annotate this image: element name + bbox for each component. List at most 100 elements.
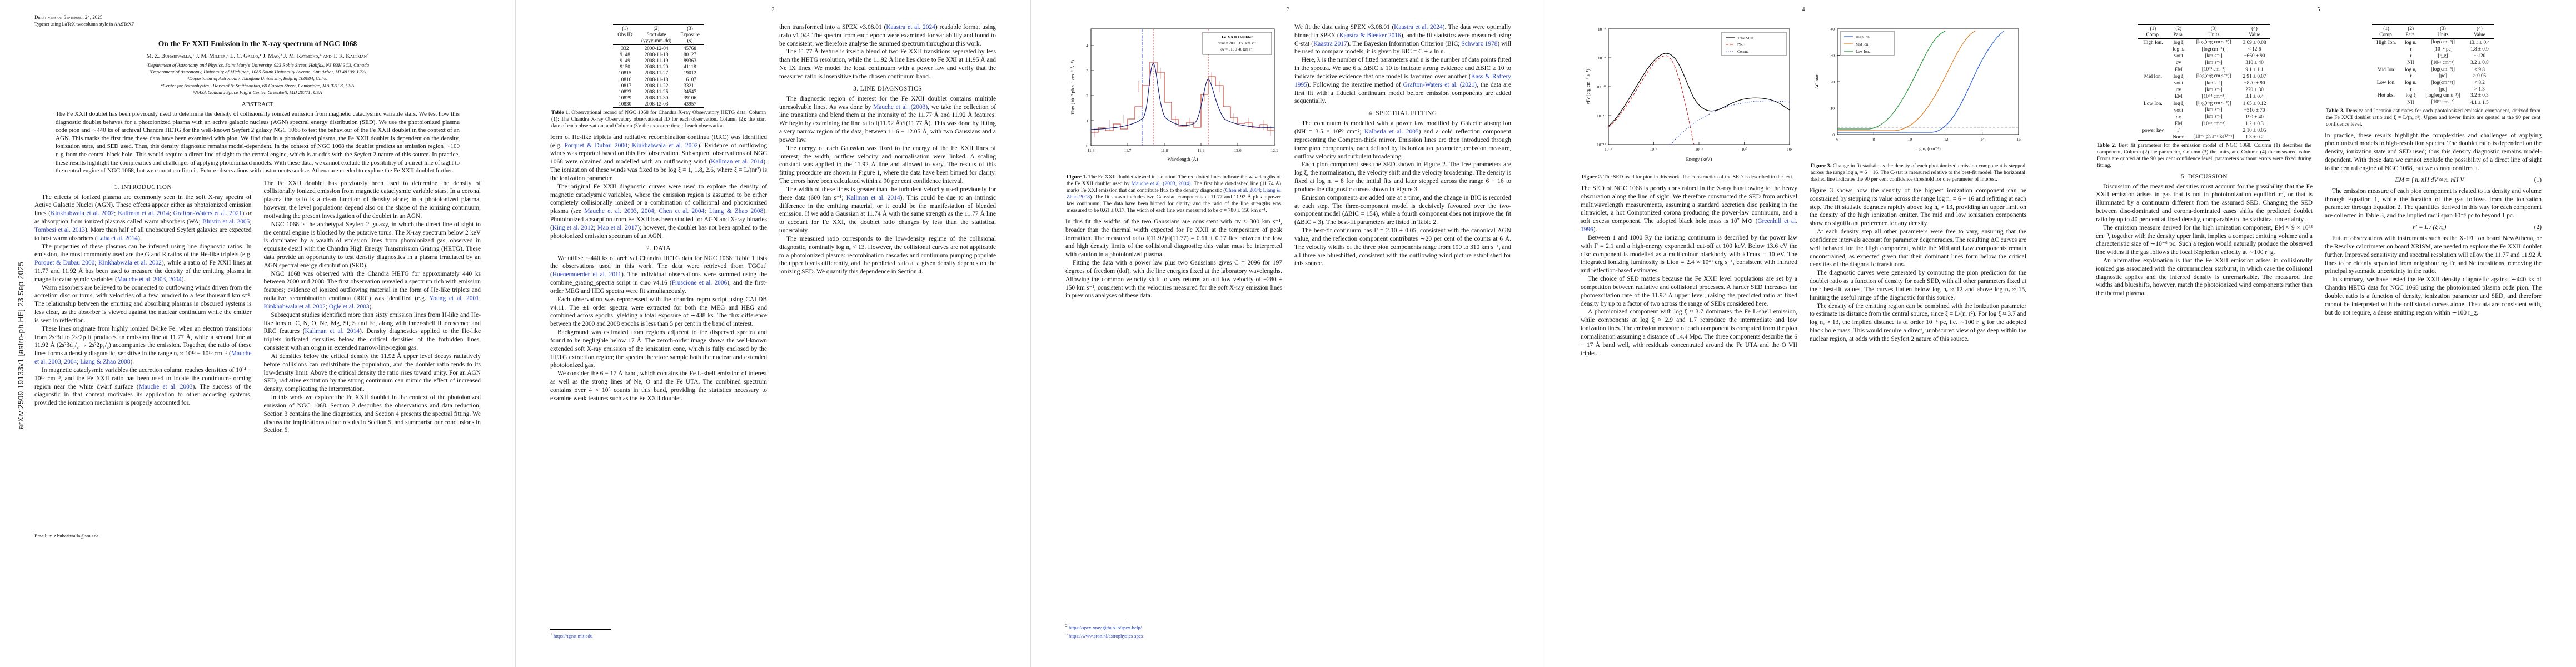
citation-link[interactable]: Porquet & Dubau 2000 xyxy=(34,260,95,267)
table-cell: 190 ± 40 xyxy=(2245,113,2264,120)
table-cell: [log(cm⁻³)] xyxy=(2431,39,2455,45)
citation-link[interactable]: Kallman et al. 2014 xyxy=(118,210,170,217)
citation-link[interactable]: Fruscione et al. 2006 xyxy=(671,280,728,287)
citation-link[interactable]: Kaastra et al. 2024 xyxy=(1394,24,1443,31)
citation-link[interactable]: Kallman et al. 2014 xyxy=(846,194,900,201)
page5-column-right: (1) (2) (3) (4) Comp. Para. Units Value High Io… xyxy=(2325,23,2542,639)
table-cell: σv xyxy=(2176,87,2181,93)
citation-link[interactable]: Kinkhabwala et al. 2002 xyxy=(98,260,162,267)
paragraph: The 11.77 Å feature is itself a blend of… xyxy=(779,48,996,80)
svg-text:12.1: 12.1 xyxy=(1270,148,1278,153)
citation-link[interactable]: Kinkhabwala et al. 2002 xyxy=(263,303,326,310)
table-row: r [pc] > 1.3 xyxy=(2372,86,2494,92)
total-sed-curve xyxy=(1608,53,1790,127)
citation-link[interactable]: Porquet & Dubau 2000 xyxy=(564,142,627,149)
citation-link[interactable]: Mauche et al. 2003 xyxy=(117,276,166,283)
svg-text:0: 0 xyxy=(1832,132,1835,137)
citation-link[interactable]: Tombesi et al. 2013 xyxy=(34,226,85,233)
affiliation-list: ¹Department of Astronomy and Physics, Sa… xyxy=(34,62,481,96)
table-cell: 9148 xyxy=(620,51,630,57)
table-cell: 39106 xyxy=(683,95,696,101)
affiliation: ¹Department of Astronomy and Physics, Sa… xyxy=(146,62,369,68)
citation-link[interactable]: Liang & Zhao 2008 xyxy=(1067,187,1281,200)
citation-link[interactable]: Grafton-Waters et al. (2021) xyxy=(1403,81,1477,88)
table-cell: 41118 xyxy=(684,64,696,70)
svg-text:40: 40 xyxy=(1830,27,1835,32)
svg-text:Total SED: Total SED xyxy=(1737,37,1753,41)
citation-link[interactable]: Kaastra 2017 xyxy=(1313,40,1347,47)
table-cell: Γ xyxy=(2177,127,2180,133)
citation-link[interactable]: Young et al. 2001 xyxy=(429,295,479,302)
citation-link[interactable]: Kallman et al. 2014 xyxy=(305,328,360,335)
table-cell: 2008-11-20 xyxy=(644,64,669,70)
citation-link[interactable]: 2004 xyxy=(64,359,77,366)
table-row: EM [10⁶⁴ cm⁻³] 3.1 ± 0.4 xyxy=(2138,93,2271,99)
x-tick-labels: 11.6 11.7 11.8 11.9 12.0 12.1 xyxy=(1087,148,1278,153)
table-row: r [pc] > 0.05 xyxy=(2372,73,2494,79)
title-page-footnote: Email: m.z.buhariwalla@smu.ca xyxy=(34,527,252,540)
citation-link[interactable]: Huenemoerder et al. 2011 xyxy=(552,271,622,278)
table-cell: 19012 xyxy=(683,70,696,76)
svg-text:6: 6 xyxy=(1836,137,1838,142)
paragraph: NGC 1068 is the archetypal Seyfert 2 gal… xyxy=(263,221,481,269)
paragraph: Future observations with instruments suc… xyxy=(2325,235,2542,275)
page1-column-left: 1. INTRODUCTION The effects of ionized pl… xyxy=(34,180,252,540)
table-cell: Hot abs. xyxy=(2378,92,2395,98)
citation-link[interactable]: Schwarz 1978 xyxy=(1461,40,1498,47)
citation-link[interactable]: Mauche et al. 2003 xyxy=(34,350,252,366)
citation-link[interactable]: Mauche et al. (2003, 2004) xyxy=(1131,180,1191,187)
citation-link[interactable]: Kallman et al. 2014 xyxy=(711,158,764,166)
citation-link[interactable]: Kalberla et al. 2005 xyxy=(1364,128,1419,136)
citation-link[interactable]: Chen et al. 2004 xyxy=(1225,187,1260,193)
table-row: 10817 2008-11-22 33211 xyxy=(613,82,704,88)
table-cell: (4) xyxy=(2251,25,2258,31)
citation-link[interactable]: Kaastra et al. 2024 xyxy=(886,24,935,31)
citation-link[interactable]: Ogle et al. 2003 xyxy=(328,303,370,310)
citation-link[interactable]: Mao et al. 2017 xyxy=(597,224,638,231)
y-axis-label: ΔC-stat xyxy=(1814,74,1820,89)
citation-link[interactable]: Blustin et al. 2005 xyxy=(202,218,250,226)
table-cell xyxy=(2372,52,2400,59)
citation-link[interactable]: Kinkhabwala et al. 2002 xyxy=(632,142,698,149)
citation-link[interactable]: Mauche et al. 2003 xyxy=(138,383,193,390)
paragraph: The continuum is modelled with a power l… xyxy=(1294,120,1511,160)
table-cell xyxy=(2372,59,2400,66)
citation-link[interactable]: Liang & Zhao 2008 xyxy=(80,359,131,366)
citation-link[interactable]: Chen et al. 2004 xyxy=(659,208,705,215)
footnote-link[interactable]: 3 https://www.sron.nl/astrophysics-spex xyxy=(1065,631,1144,639)
citation-link[interactable]: Kinkhabwala et al. 2002 xyxy=(51,210,114,217)
citation-link[interactable]: Kaastra & Bleeker 2016 xyxy=(1339,32,1401,39)
svg-text:σv = 310 ± 40 km s⁻¹: σv = 310 ± 40 km s⁻¹ xyxy=(1220,48,1254,52)
table-cell xyxy=(2372,86,2400,92)
table-cell: EM xyxy=(2174,66,2183,72)
table-cell: [km s⁻¹] xyxy=(2205,86,2223,92)
citation-link[interactable]: 2004 xyxy=(168,276,182,283)
table-cell: Mid Ion. xyxy=(2377,66,2395,72)
table-cell: [log(erg cm s⁻¹)] xyxy=(2196,73,2231,79)
citation-link[interactable]: Liang & Zhao 2008 xyxy=(709,208,764,215)
affiliation: ⁵NASA Goddard Space Flight Center, Green… xyxy=(193,89,322,96)
y-tick-labels: 0 1 2 3 4 xyxy=(1086,43,1088,148)
table-cell: Norm xyxy=(2173,133,2185,140)
citation-link[interactable]: Mauche et al. (2003) xyxy=(873,103,928,111)
footnote-link[interactable]: 1 https://tgcat.mit.edu xyxy=(550,631,593,639)
citation-link[interactable]: Grafton-Waters et al. 2021 xyxy=(173,210,242,217)
citation-link[interactable]: King et al. 2012 xyxy=(552,224,594,231)
table-row: (yyyy-mm-dd) (s) xyxy=(613,37,704,45)
table-cell: vout xyxy=(2174,80,2183,86)
citation-link[interactable]: Greenhill et al. 1996 xyxy=(1581,218,1797,233)
arxiv-stamp: arXiv:2509.19133v1 [astro-ph.HE] 23 Sep … xyxy=(17,261,25,429)
citation-link[interactable]: 2004 xyxy=(641,208,654,215)
table-cell: < 8.2 xyxy=(2474,79,2485,85)
email-link[interactable]: Email: m.z.buhariwalla@smu.ca xyxy=(34,533,99,539)
citation-link[interactable]: Laha et al. 2014 xyxy=(97,235,138,242)
table-cell xyxy=(2138,79,2169,86)
table-cell: [km s⁻¹] xyxy=(2205,79,2223,86)
citation-link[interactable]: Mauche et al. 2003 xyxy=(584,208,637,215)
footnote-link[interactable]: 2 https://spex-xray.github.io/spex-help/ xyxy=(1065,623,1142,631)
citation-link[interactable]: Kass & Raftery 1995 xyxy=(1294,73,1511,88)
svg-text:20: 20 xyxy=(1830,79,1835,84)
svg-text:10²: 10² xyxy=(1787,147,1793,152)
table-cell xyxy=(2372,73,2400,79)
